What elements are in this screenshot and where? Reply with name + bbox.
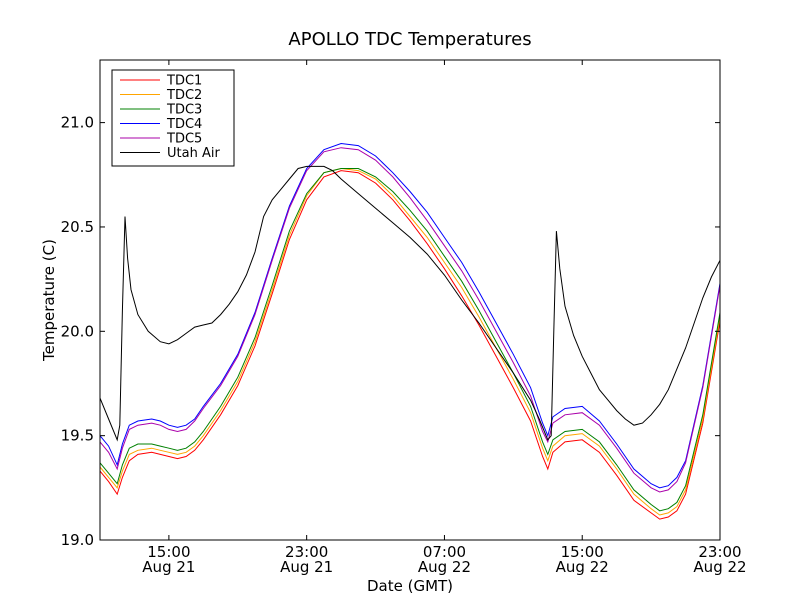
series-layer bbox=[99, 142, 721, 520]
y-tick-label: 20.0 bbox=[61, 322, 94, 340]
plot-frame bbox=[99, 59, 721, 541]
legend-box bbox=[111, 69, 235, 167]
series-line-tdc4 bbox=[99, 142, 721, 489]
series-line-utah-air bbox=[99, 165, 721, 442]
x-tick-label-time: 23:00 bbox=[285, 543, 328, 561]
x-tick-label-date: Aug 22 bbox=[693, 558, 746, 576]
y-axis-label: Temperature (C) bbox=[40, 239, 58, 362]
x-tick-label-date: Aug 22 bbox=[418, 558, 471, 576]
y-tick-label: 21.0 bbox=[61, 114, 94, 132]
series-line-tdc5 bbox=[99, 147, 721, 493]
legend-label: TDC2 bbox=[166, 88, 202, 103]
y-tick-label: 19.5 bbox=[61, 427, 94, 445]
x-tick-label-time: 23:00 bbox=[698, 543, 741, 561]
series-line-tdc1 bbox=[99, 170, 721, 520]
x-tick-label-time: 07:00 bbox=[423, 543, 466, 561]
series-line-tdc2 bbox=[99, 167, 721, 516]
legend-label: TDC1 bbox=[166, 74, 202, 89]
y-tick-label: 20.5 bbox=[61, 218, 94, 236]
x-axis-label: Date (GMT) bbox=[367, 577, 453, 595]
x-tick-label-date: Aug 21 bbox=[142, 558, 195, 576]
legend-label: TDC3 bbox=[166, 103, 202, 118]
x-tick-label-date: Aug 21 bbox=[280, 558, 333, 576]
series-line-tdc3 bbox=[99, 168, 721, 512]
legend-label: TDC4 bbox=[166, 117, 202, 132]
x-tick-label-time: 15:00 bbox=[561, 543, 604, 561]
chart-title: APOLLO TDC Temperatures bbox=[288, 29, 531, 50]
y-tick-label: 19.0 bbox=[61, 531, 94, 549]
x-tick-label-date: Aug 22 bbox=[556, 558, 609, 576]
legend-label: TDC5 bbox=[166, 132, 202, 147]
x-tick-label-time: 15:00 bbox=[147, 543, 190, 561]
legend-label: Utah Air bbox=[167, 146, 220, 161]
